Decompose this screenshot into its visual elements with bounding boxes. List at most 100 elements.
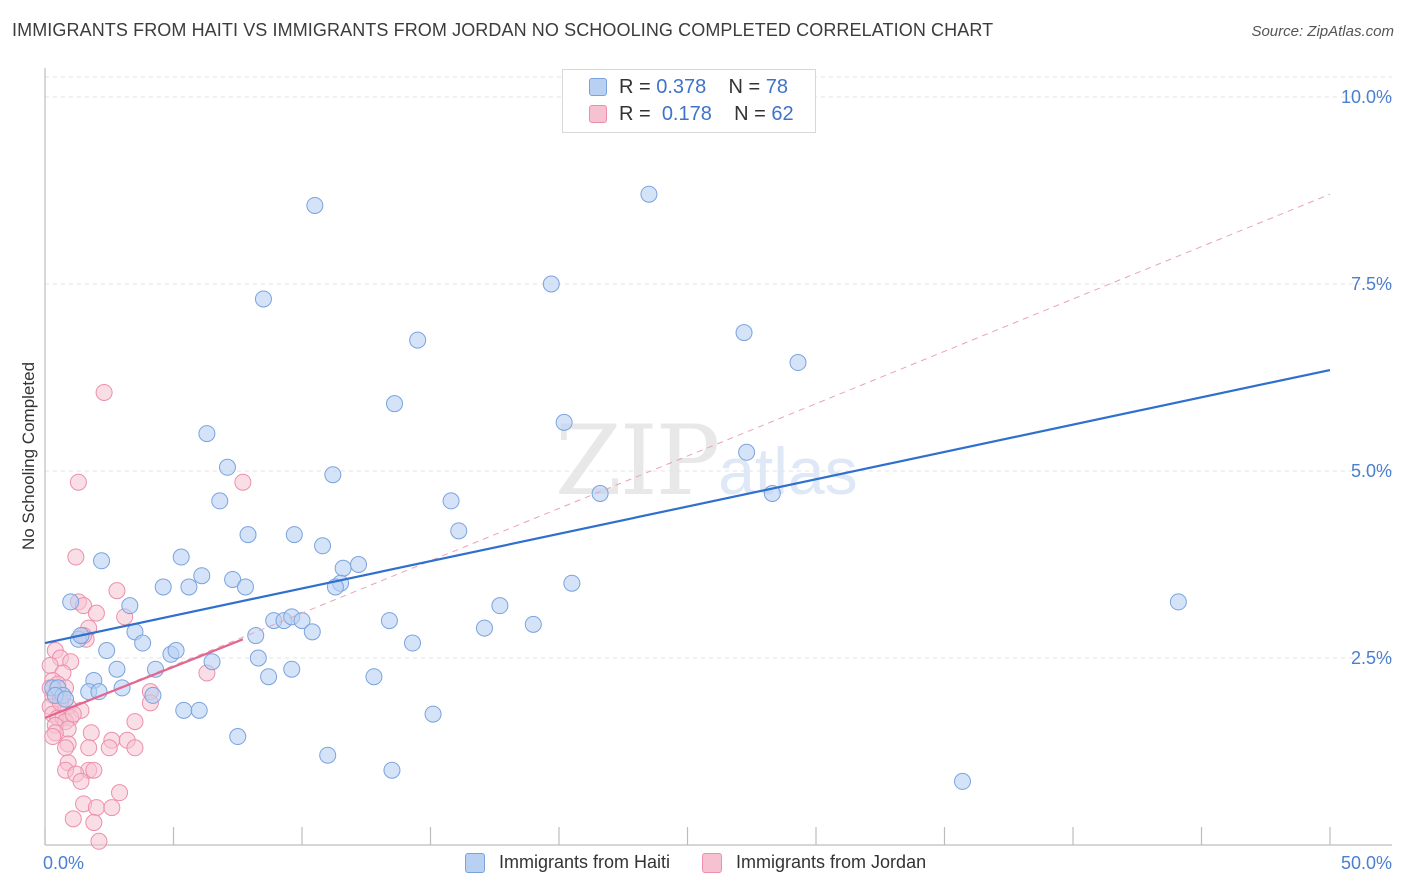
legend: R = 0.378 N = 78 R = 0.178 N = 62 [562,69,816,133]
haiti-point [563,574,581,592]
haiti-point [491,597,509,615]
watermark-zip: ZIP [555,405,720,517]
grid-lines [45,76,1392,659]
haiti-point [203,653,221,671]
y-tick-label: 7.5% [1351,274,1392,294]
haiti-point [236,578,254,596]
jordan-point [82,724,100,742]
haiti-point [218,458,236,476]
haiti-series [44,185,1187,790]
haiti-point [254,290,272,308]
haiti-point [93,552,111,570]
jordan-point [103,799,121,817]
haiti-point [475,619,493,637]
jordan-point [95,383,113,401]
haiti-point [319,746,337,764]
jordan-r-label: R = [619,102,651,125]
haiti-point [738,443,756,461]
haiti-point [247,627,265,645]
haiti-point [239,526,257,544]
haiti-point [424,705,442,723]
jordan-point [85,814,103,832]
haiti-point [175,701,193,719]
haiti-point [193,567,211,585]
haiti-swatch [589,78,607,96]
haiti-point [211,492,229,510]
haiti-n-value: 78 [765,75,789,98]
haiti-point [285,526,303,544]
watermark: ZIPatlas [555,405,858,517]
jordan-trend-line [44,638,244,719]
jordan-n-label: N = [734,102,766,125]
jordan-point [67,548,85,566]
jordan-point [87,604,105,622]
haiti-point [450,522,468,540]
trend-lines [44,193,1331,719]
x-tick-label: 0.0% [43,853,84,873]
axes [44,68,1392,846]
jordan-n-value: 62 [771,102,794,125]
haiti-point [953,772,971,790]
haiti-point [167,642,185,660]
jordan-point [87,799,105,817]
haiti-point [224,570,242,588]
haiti-point [62,593,80,611]
bottom-jordan-swatch [702,852,723,873]
jordan-point [80,739,98,757]
haiti-point [324,466,342,484]
jordan-point [57,739,75,757]
haiti-point [229,728,247,746]
haiti-point [98,642,116,660]
haiti-point [1169,593,1187,611]
chart-title: IMMIGRANTS FROM HAITI VS IMMIGRANTS FROM… [12,20,994,40]
haiti-point [121,597,139,615]
jordan-point [111,784,129,802]
haiti-n-label: N = [728,75,761,98]
haiti-point [172,548,190,566]
y-axis-title: No Schooling Completed [19,362,38,550]
haiti-point [442,492,460,510]
bottom-legend-haiti: Immigrants from Haiti [465,852,670,873]
y-tick-label: 2.5% [1351,648,1392,668]
haiti-point [789,354,807,372]
haiti-r-label: R = [619,75,651,98]
tick-labels: 2.5% 5.0% 7.5% 10.0% 0.0% 50.0% [43,87,1392,873]
haiti-point [260,668,278,686]
bottom-jordan-label: Immigrants from Jordan [736,852,927,872]
bottom-haiti-label: Immigrants from Haiti [499,852,671,872]
jordan-point [100,739,118,757]
legend-row-jordan: R = 0.178 N = 62 [589,102,794,126]
jordan-point [69,473,87,491]
jordan-point [72,772,90,790]
haiti-point [134,634,152,652]
jordan-point [126,713,144,731]
haiti-point [334,559,352,577]
haiti-point [386,395,404,413]
haiti-r-value: 0.378 [656,75,707,98]
haiti-point [180,578,198,596]
haiti-point [555,413,573,431]
haiti-point [314,537,332,555]
haiti-point [249,649,267,667]
jordan-swatch [589,105,607,123]
source-label: Source: ZipAtlas.com [1251,23,1394,40]
haiti-point [108,660,126,678]
jordan-trend-extension [44,193,1331,719]
jordan-series [41,383,252,850]
jordan-point [108,582,126,600]
bottom-haiti-swatch [465,852,485,873]
haiti-point [380,612,398,630]
bottom-legend-jordan: Immigrants from Jordan [702,852,926,873]
jordan-point [234,473,252,491]
haiti-point [542,275,560,293]
haiti-point [591,484,609,502]
y-tick-label: 5.0% [1351,461,1392,481]
haiti-point [190,701,208,719]
legend-row-haiti: R = 0.378 N = 78 [589,75,788,99]
jordan-point [126,739,144,757]
jordan-point [85,761,103,779]
x-tick-label: 50.0% [1341,853,1392,873]
haiti-point [404,634,422,652]
haiti-point [350,556,368,573]
